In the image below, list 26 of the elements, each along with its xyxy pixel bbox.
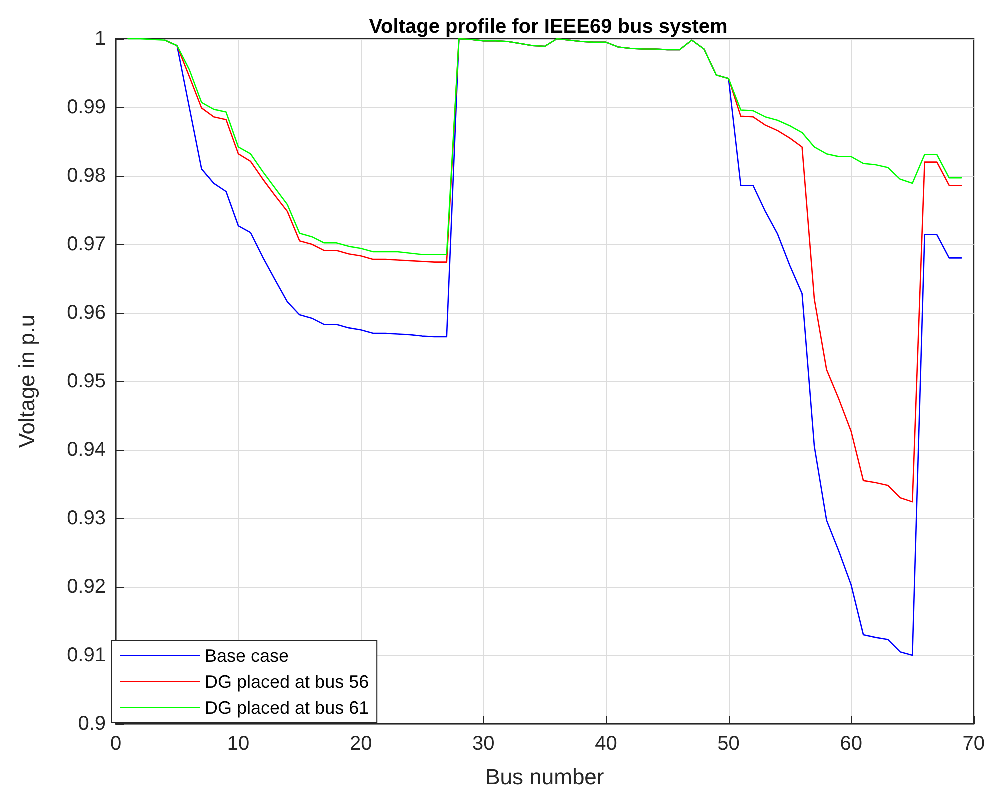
x-tick-label: 40 bbox=[595, 733, 618, 755]
y-tick-label: 0.93 bbox=[67, 508, 106, 530]
x-tick-label: 70 bbox=[962, 733, 985, 755]
y-tick-label: 0.9 bbox=[78, 713, 106, 735]
y-tick-label: 0.96 bbox=[67, 302, 106, 324]
y-tick-label: 0.98 bbox=[67, 165, 106, 187]
chart-title: Voltage profile for IEEE69 bus system bbox=[369, 16, 728, 38]
y-tick-label: 0.92 bbox=[67, 576, 106, 598]
y-tick-label: 0.91 bbox=[67, 644, 106, 666]
x-tick-label: 30 bbox=[472, 733, 495, 755]
legend-label: DG placed at bus 56 bbox=[205, 672, 370, 692]
x-tick-label: 20 bbox=[350, 733, 372, 755]
y-tick-label: 0.97 bbox=[67, 234, 106, 256]
x-tick-label: 0 bbox=[110, 733, 122, 755]
y-axis-title: Voltage in p.u bbox=[14, 314, 40, 448]
line-series bbox=[128, 38, 962, 256]
legend-label: DG placed at bus 61 bbox=[205, 698, 370, 718]
y-tick-label: 0.94 bbox=[67, 439, 106, 461]
x-tick-label: 50 bbox=[718, 733, 740, 755]
legend-label: Base case bbox=[205, 646, 290, 666]
y-tick-label: 0.99 bbox=[67, 96, 106, 118]
y-tick-label: 1 bbox=[94, 28, 106, 50]
x-tick-label: 10 bbox=[227, 733, 250, 755]
y-tick-label: 0.95 bbox=[67, 370, 106, 392]
x-tick-label: 60 bbox=[840, 733, 862, 755]
x-axis-title: Bus number bbox=[486, 764, 604, 790]
